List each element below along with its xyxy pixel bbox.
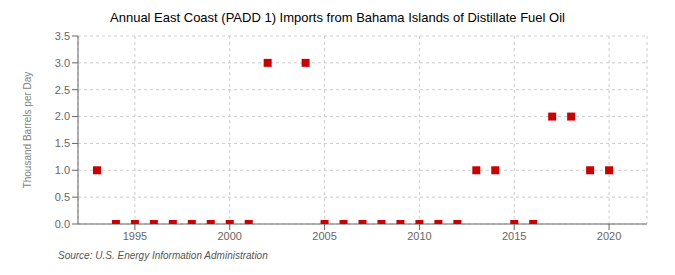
html-text:Annual East Coast (PADD 1) Imp: Annual East Coast (PADD 1) Imports from … <box>110 10 565 25</box>
svg-text:2.5: 2.5 <box>55 84 70 96</box>
svg-text:2.0: 2.0 <box>55 110 70 122</box>
svg-text:1.0: 1.0 <box>55 164 70 176</box>
svg-text:2005: 2005 <box>312 230 336 242</box>
svg-text:Thousand Barrels per Day: Thousand Barrels per Day <box>22 72 33 189</box>
svg-text:1995: 1995 <box>123 230 147 242</box>
html-text:Source: U.S. Energy Informatio: Source: U.S. Energy Information Administ… <box>58 250 268 261</box>
svg-text:2020: 2020 <box>597 230 621 242</box>
svg-text:2010: 2010 <box>407 230 431 242</box>
svg-text:0.5: 0.5 <box>55 191 70 203</box>
svg-text:1.5: 1.5 <box>55 137 70 149</box>
svg-text:3.5: 3.5 <box>55 30 70 42</box>
svg-text:0.0: 0.0 <box>55 218 70 230</box>
svg-text:2015: 2015 <box>502 230 526 242</box>
svg-text:3.0: 3.0 <box>55 57 70 69</box>
svg-text:2000: 2000 <box>217 230 241 242</box>
